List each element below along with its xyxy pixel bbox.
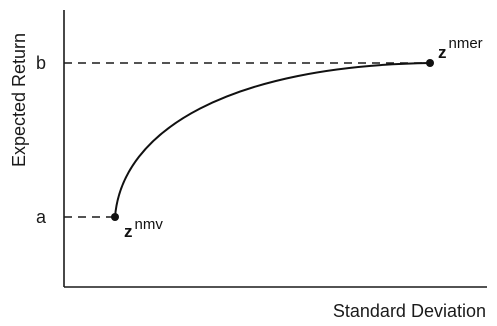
point-start-superscript: nmv	[135, 216, 164, 233]
frontier-curve	[114, 62, 431, 218]
point-start-base: z	[124, 222, 133, 241]
point-start-label: z nmv	[124, 216, 163, 241]
point-end-marker	[426, 59, 434, 67]
point-end-base: z	[438, 43, 447, 62]
x-axis-title: Standard Deviation	[333, 301, 486, 321]
point-start-marker	[111, 213, 119, 221]
point-end-label: z nmer	[438, 35, 483, 62]
y-axis-title: Expected Return	[9, 33, 29, 167]
point-end-superscript: nmer	[449, 35, 483, 52]
y-tick-label-b: b	[36, 53, 46, 73]
y-tick-label-a: a	[36, 207, 47, 227]
